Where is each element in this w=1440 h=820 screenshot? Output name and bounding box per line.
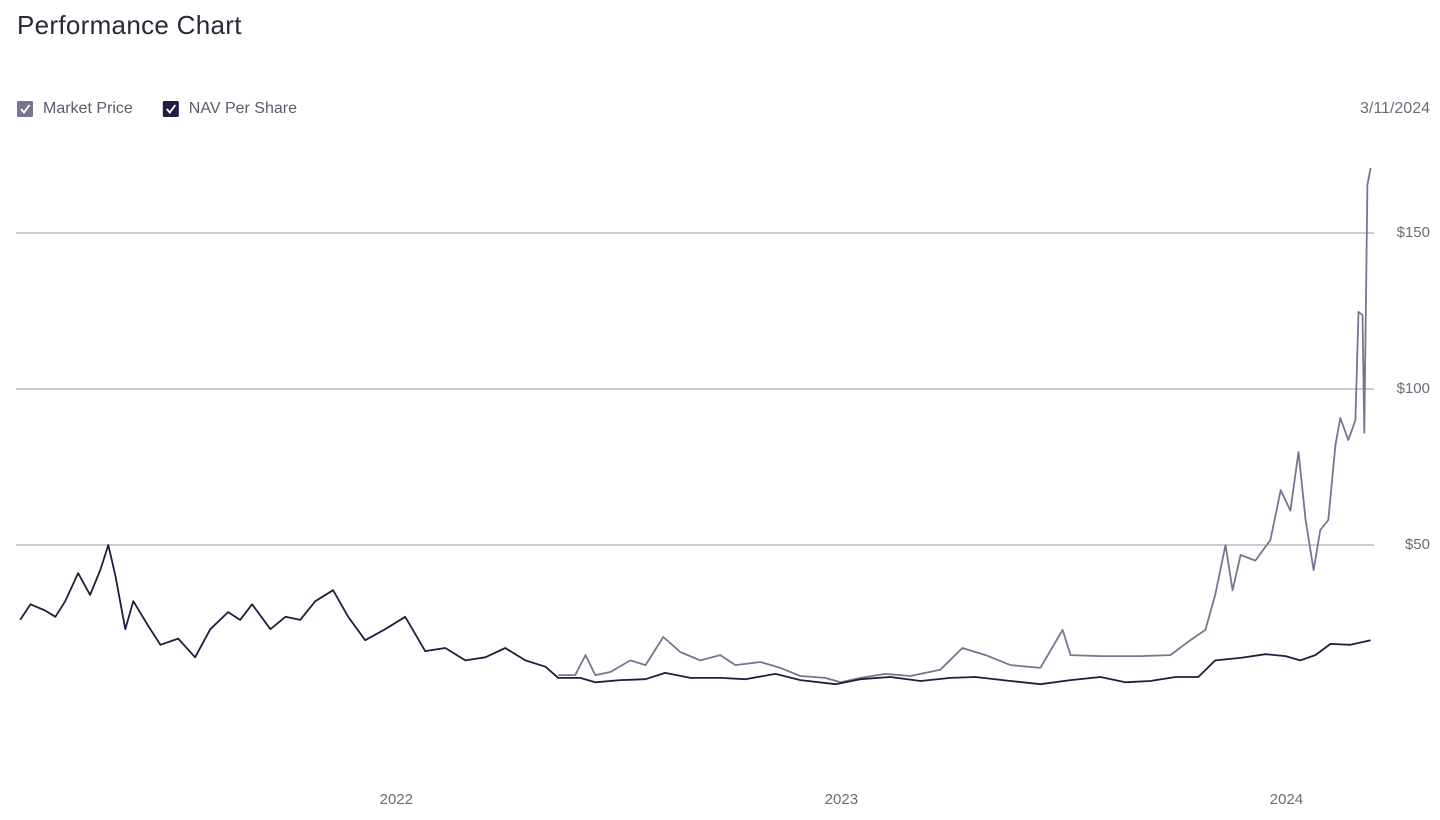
y-tick-label: $50	[1405, 536, 1430, 553]
y-tick-label: $100	[1397, 380, 1430, 397]
x-tick-label: 2024	[1270, 791, 1303, 808]
legend-checkbox[interactable]	[162, 101, 179, 117]
legend-item[interactable]: NAV Per Share	[162, 100, 297, 117]
legend: Market Price NAV Per Share	[17, 100, 297, 117]
check-mark	[20, 104, 31, 114]
y-tick-label: $150	[1397, 224, 1430, 241]
legend-label: NAV Per Share	[189, 100, 297, 117]
x-tick-label: 2023	[825, 791, 858, 808]
grid: $50 $100 $150 2022 2023 2024	[16, 224, 1430, 808]
legend-label: Market Price	[43, 100, 133, 117]
legend-checkbox[interactable]	[17, 101, 33, 117]
check-mark	[166, 104, 177, 114]
series-line	[558, 167, 1372, 684]
plot-area	[19, 167, 1372, 686]
chart-title: Performance Chart	[17, 10, 242, 40]
x-tick-label: 2022	[380, 791, 413, 808]
series-line	[19, 544, 1371, 686]
legend-item[interactable]: Market Price	[17, 100, 133, 117]
date-label: 3/11/2024	[1360, 100, 1430, 117]
